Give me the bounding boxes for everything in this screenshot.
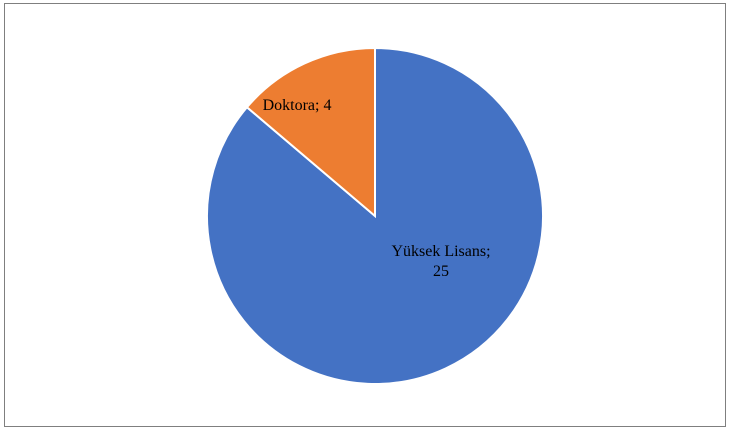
data-label-line: Doktora; 4 (263, 97, 332, 114)
data-label-line: Yüksek Lisans; (391, 243, 490, 260)
data-label-line: 25 (433, 263, 449, 280)
data-label-doktora: Doktora; 4 (263, 97, 332, 114)
pie-slices (207, 48, 543, 384)
